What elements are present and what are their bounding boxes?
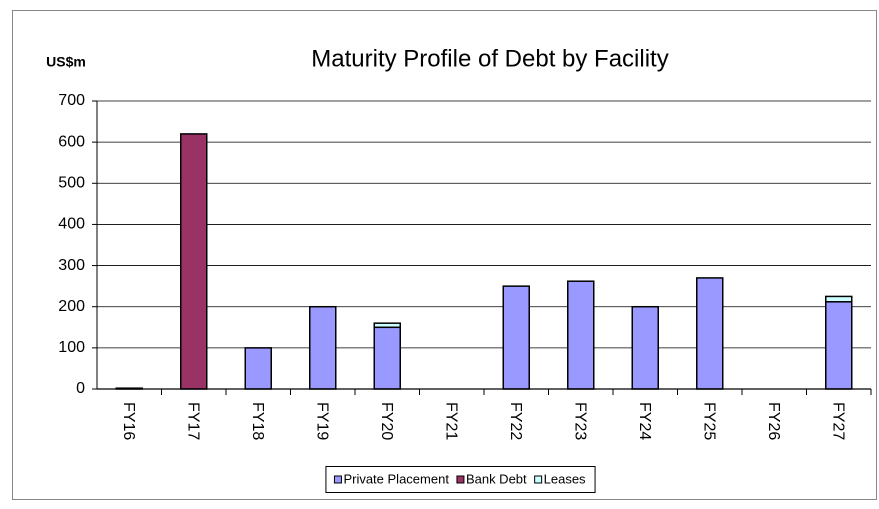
y-axis-label: US$m [46, 54, 86, 70]
bar-segment [825, 301, 853, 390]
y-tick-label: 600 [58, 133, 85, 150]
bar-segment [309, 305, 337, 390]
y-tick-label: 700 [58, 92, 85, 109]
x-tick-label: FY20 [378, 402, 395, 440]
x-tick-label: FY24 [636, 402, 653, 440]
bar-segment [180, 133, 208, 390]
x-tick-label: FY22 [507, 402, 524, 440]
x-tick-label: FY23 [572, 402, 589, 440]
bar-segment [631, 305, 659, 390]
bar-segment [696, 277, 724, 390]
legend-label: Private Placement [343, 471, 449, 486]
y-tick-label: 400 [58, 216, 85, 233]
y-tick-label: 200 [58, 298, 85, 315]
bar-segment [244, 347, 272, 390]
bar-segment [373, 326, 401, 390]
bar-segment [567, 280, 595, 390]
x-tick-label: FY26 [765, 402, 782, 440]
x-tick-label: FY19 [314, 402, 331, 440]
chart-title: Maturity Profile of Debt by Facility [311, 45, 668, 72]
x-tick-label: FY18 [249, 402, 266, 440]
bar-segment [373, 322, 401, 329]
x-tick-label: FY25 [701, 402, 718, 440]
legend-swatch [333, 475, 342, 484]
legend: Private Placement Bank Debt Leases [325, 466, 596, 493]
x-tick-label: FY21 [443, 402, 460, 440]
x-tick-label: FY16 [120, 402, 137, 440]
legend-label: Leases [544, 471, 586, 486]
legend-label: Bank Debt [466, 471, 527, 486]
y-tick-label: 500 [58, 175, 85, 192]
bar-segment [502, 285, 530, 390]
y-tick-label: 0 [76, 380, 85, 397]
y-tick-label: 100 [58, 339, 85, 356]
bar-segment [825, 295, 853, 303]
x-tick-label: FY17 [185, 402, 202, 440]
legend-swatch [456, 475, 465, 484]
y-tick-label: 300 [58, 257, 85, 274]
legend-swatch [534, 475, 543, 484]
x-tick-label: FY27 [830, 402, 847, 440]
chart-frame [12, 10, 877, 500]
